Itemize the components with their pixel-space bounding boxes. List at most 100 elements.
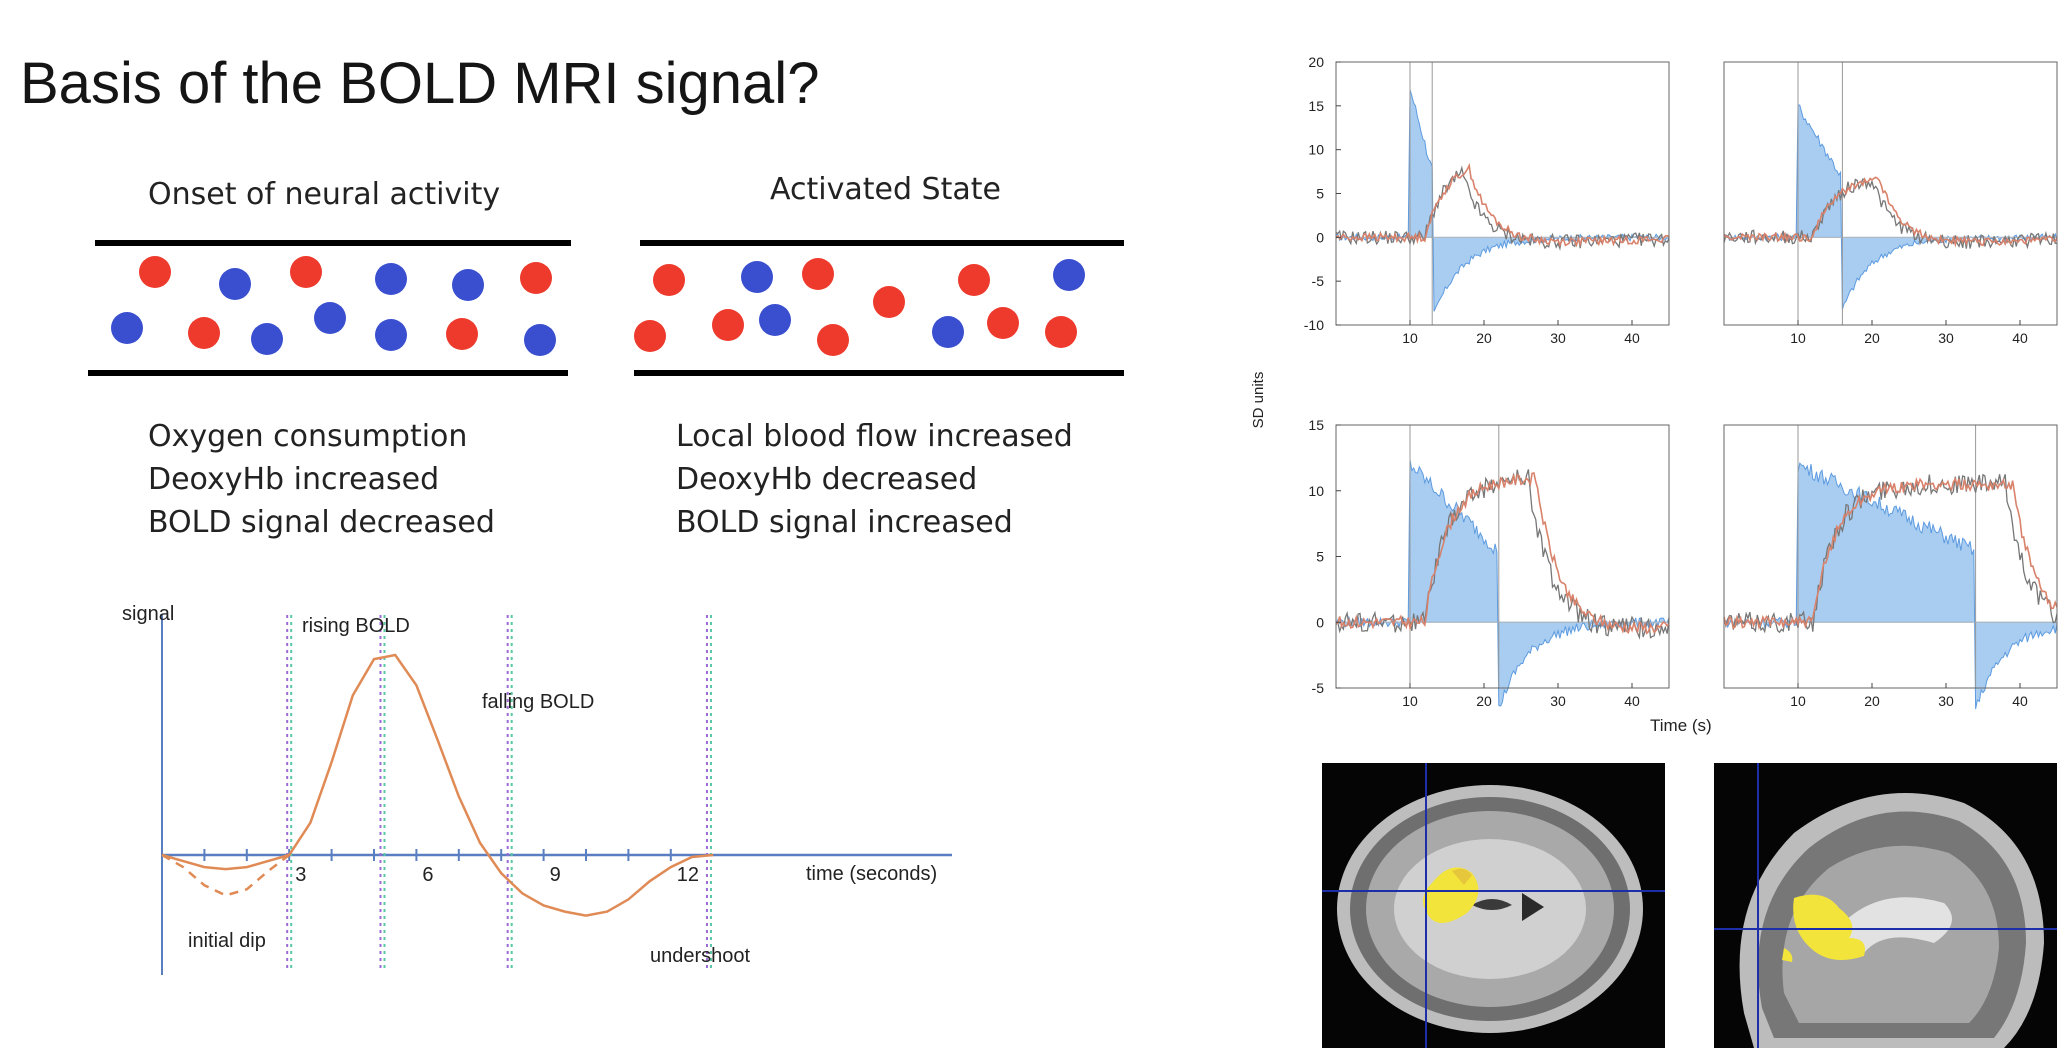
panel-frame	[1723, 424, 2058, 689]
annot-initial-dip: initial dip	[188, 930, 266, 952]
deoxygenated-cell-14	[741, 261, 773, 293]
y-tick-label: 15	[1308, 98, 1324, 114]
x-tick-label: 30	[1550, 693, 1566, 709]
x-tick-label: 10	[1790, 693, 1806, 709]
y-tick-label: -5	[1312, 273, 1325, 289]
hrf-tick-label: 9	[550, 864, 561, 886]
x-tick-label: 40	[2012, 693, 2028, 709]
x-tick-label: 40	[2012, 330, 2028, 346]
x-tick-label: 30	[1938, 693, 1954, 709]
annot-rising-bold: rising BOLD	[302, 615, 410, 637]
x-tick-label: 20	[1476, 330, 1492, 346]
x-tick-label: 30	[1550, 330, 1566, 346]
initial-dip-curve	[161, 853, 290, 897]
panels-xlabel: Time (s)	[1650, 716, 1712, 735]
deoxygenated-cell-3	[375, 263, 407, 295]
timecourse-panel-4: 10 20 30 40	[1723, 424, 2058, 710]
deoxygenated-cell-6	[111, 312, 143, 344]
x-tick-label: 40	[1624, 330, 1640, 346]
panel-frame	[1335, 61, 1670, 326]
timecourse-panel-3: 10 20 30 40 -5 0 5 10 15	[1308, 417, 1670, 709]
oxygenated-cell-7	[188, 317, 220, 349]
annot-undershoot: undershoot	[650, 945, 751, 967]
vessel-notes-activated: Local blood flow increased DeoxyHb decre…	[676, 415, 1073, 544]
stimulus-input-area	[1335, 89, 1670, 312]
note-blood-flow-increased: Local blood flow increased	[676, 419, 1073, 454]
timecourse-panel-1: 10 20 30 40 -10 -5 0 5 10 15 20	[1304, 54, 1670, 346]
oxygenated-cell-25	[1045, 316, 1077, 348]
oxygenated-cell-21	[817, 324, 849, 356]
oxygenated-cell-24	[987, 307, 1019, 339]
deoxygenated-cell-12	[524, 324, 556, 356]
oxygenated-cell-0	[139, 256, 171, 288]
note-bold-increased: BOLD signal increased	[676, 505, 1013, 540]
oxygenated-cell-15	[802, 258, 834, 290]
x-tick-label: 10	[1790, 330, 1806, 346]
hrf-tick-label: 12	[677, 864, 699, 886]
hrf-xlabel: time (seconds)	[806, 863, 937, 885]
hrf-ylabel: signal	[122, 603, 174, 625]
x-tick-label: 10	[1402, 693, 1418, 709]
timecourse-panels: 10 20 30 40 -10 -5 0 5 10 15 20 10 20 30 40 10 20 30 40 -5 0…	[1250, 54, 2058, 735]
y-tick-label: 10	[1308, 483, 1324, 499]
slide-title: Basis of the BOLD MRI signal?	[20, 51, 820, 116]
deoxygenated-cell-10	[375, 319, 407, 351]
y-tick-label: 5	[1316, 549, 1324, 565]
oxygenated-cell-22	[873, 286, 905, 318]
note-deoxyhb-increased: DeoxyHb increased	[148, 462, 440, 497]
vessel-title-activated: Activated State	[770, 172, 1001, 207]
oxygenated-cell-13	[653, 264, 685, 296]
measured-response-line	[1335, 469, 1670, 640]
y-tick-label: 5	[1316, 186, 1324, 202]
vessel-diagrams	[88, 240, 1124, 376]
x-tick-label: 10	[1402, 330, 1418, 346]
hrf-chart: signal time (seconds) 3 6 9 12 rising BOLD …	[122, 603, 952, 975]
stimulus-input-area	[1335, 459, 1670, 707]
annot-falling-bold: falling BOLD	[482, 691, 594, 713]
note-oxygen-consumption: Oxygen consumption	[148, 419, 468, 454]
deoxygenated-cell-8	[251, 323, 283, 355]
y-tick-label: 10	[1308, 142, 1324, 158]
x-tick-label: 20	[1864, 330, 1880, 346]
x-tick-label: 20	[1476, 693, 1492, 709]
note-deoxyhb-decreased: DeoxyHb decreased	[676, 462, 978, 497]
modelled-response-line	[1723, 476, 2058, 630]
y-tick-label: -5	[1312, 680, 1325, 696]
y-tick-label: -10	[1304, 317, 1324, 333]
oxygenated-cell-11	[446, 318, 478, 350]
note-bold-decreased: BOLD signal decreased	[148, 505, 495, 540]
oxygenated-cell-16	[958, 264, 990, 296]
deoxygenated-cell-17	[1053, 259, 1085, 291]
hrf-curve	[161, 653, 714, 917]
modelled-response-line	[1723, 176, 2058, 248]
deoxygenated-cell-9	[314, 302, 346, 334]
vessel-notes-onset: Oxygen consumption DeoxyHb increased BOL…	[148, 415, 495, 544]
deoxygenated-cell-23	[932, 316, 964, 348]
panels-ylabel: SD units	[1250, 372, 1267, 429]
timecourse-panel-2: 10 20 30 40	[1723, 61, 2058, 346]
deoxygenated-cell-1	[219, 268, 251, 300]
brain-axial-image	[1322, 763, 1665, 1048]
hrf-tick-label: 6	[422, 864, 433, 886]
x-tick-label: 30	[1938, 330, 1954, 346]
deoxygenated-cell-4	[452, 269, 484, 301]
oxygenated-cell-19	[712, 309, 744, 341]
modelled-response-line	[1335, 162, 1670, 248]
y-tick-label: 0	[1316, 229, 1324, 245]
hrf-tick-label: 3	[295, 864, 306, 886]
y-tick-label: 20	[1308, 54, 1324, 70]
oxygenated-cell-18	[634, 320, 666, 352]
stimulus-input-area	[1723, 462, 2058, 710]
oxygenated-cell-2	[290, 256, 322, 288]
y-tick-label: 0	[1316, 614, 1324, 630]
deoxygenated-cell-20	[759, 304, 791, 336]
modelled-response-line	[1335, 472, 1670, 635]
x-tick-label: 20	[1864, 693, 1880, 709]
y-tick-label: 15	[1308, 417, 1324, 433]
x-tick-label: 40	[1624, 693, 1640, 709]
brain-sagittal-image	[1714, 763, 2057, 1048]
stimulus-input-area	[1723, 104, 2058, 310]
oxygenated-cell-5	[520, 262, 552, 294]
panel-frame	[1723, 61, 2058, 326]
vessel-title-onset: Onset of neural activity	[148, 177, 501, 212]
